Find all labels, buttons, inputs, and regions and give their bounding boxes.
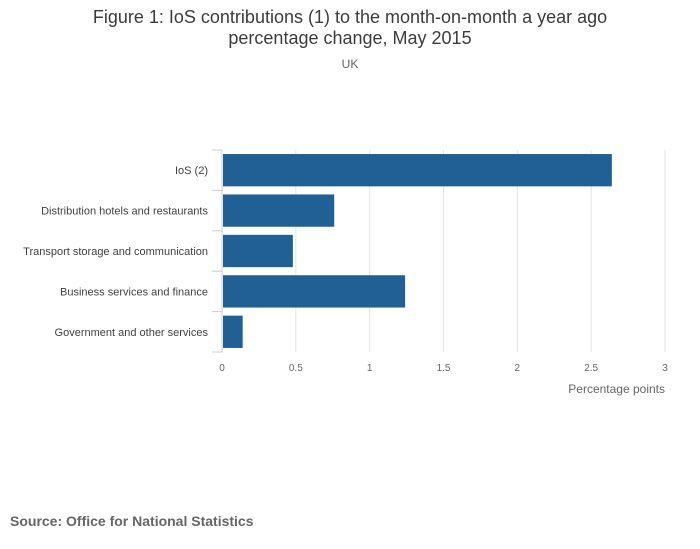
bar[interactable] [223,194,335,227]
bar[interactable] [223,234,293,268]
x-axis-title: Percentage points [568,382,665,396]
x-tick-label: 0 [219,363,225,374]
x-tick-label: 3 [662,363,668,374]
category-label: Distribution hotels and restaurants [41,206,208,218]
x-tick-label: 2 [515,363,521,374]
chart-subtitle: UK [341,57,359,71]
x-tick-labels: 0 0.5 1 1.5 2 2.5 3 [219,363,668,374]
x-tick-label: 2.5 [584,363,598,374]
bars [223,154,612,348]
category-label: Transport storage and communication [23,246,208,258]
category-label: Business services and finance [60,286,208,298]
x-tick-label: 1.5 [437,363,451,374]
bar[interactable] [223,154,612,187]
source-note: Source: Office for National Statistics [10,513,254,529]
category-label: IoS (2) [175,165,208,177]
bar[interactable] [223,275,406,308]
category-labels: IoS (2) Distribution hotels and restauran… [23,165,208,339]
category-label: Government and other services [55,327,209,339]
category-ticks [212,149,222,353]
chart-title: Figure 1: IoS contributions (1) to the m… [92,7,608,48]
bar[interactable] [223,315,243,348]
x-tick-label: 1 [367,363,373,374]
x-tick-label: 0.5 [289,363,303,374]
